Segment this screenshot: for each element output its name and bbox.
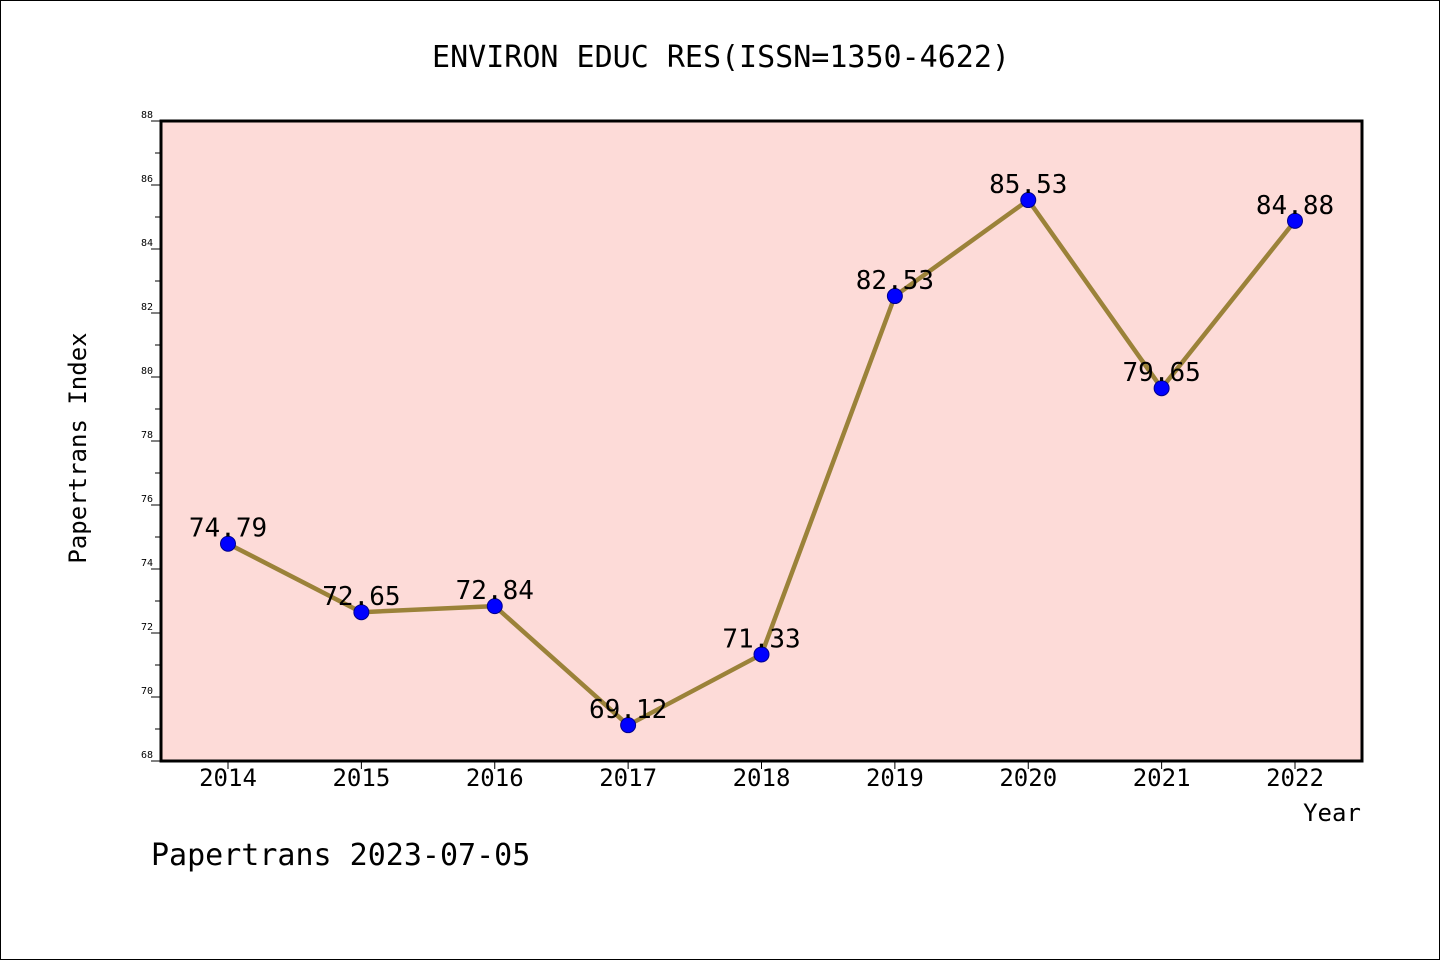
y-axis: 68 70 72 74 76 78 80 82 84 86 88: [141, 110, 161, 762]
y-tick-label: 70: [141, 686, 153, 697]
y-tick-label: 72: [141, 622, 153, 633]
data-point: [220, 535, 236, 552]
x-tick-label: 2021: [1133, 764, 1191, 792]
data-point: [1153, 380, 1170, 397]
y-tick-label: 74: [141, 558, 153, 569]
x-axis-label: Year: [1303, 799, 1361, 827]
y-tick-label: 68: [141, 750, 153, 761]
y-tick-label: 84: [141, 238, 153, 249]
data-label: 84.88: [1256, 191, 1334, 221]
data-point: [353, 604, 370, 621]
x-axis: 2014 2015 2016 2017 2018 2019 2020 2021 2022: [199, 761, 1324, 792]
x-tick-label: 2016: [466, 764, 524, 792]
data-point: [886, 288, 903, 305]
data-label: 82.53: [856, 266, 934, 296]
data-point: [620, 717, 637, 734]
x-tick-label: 2017: [599, 764, 657, 792]
y-tick-label: 88: [141, 110, 153, 121]
x-tick-label: 2020: [999, 764, 1057, 792]
data-label: 72.65: [322, 582, 400, 612]
data-point: [1020, 192, 1037, 209]
data-label: 72.84: [456, 576, 534, 606]
chart-title: ENVIRON EDUC RES(ISSN=1350-4622): [432, 40, 1010, 75]
data-label: 71.33: [722, 624, 800, 654]
y-tick-label: 80: [141, 366, 153, 377]
plot-area: [161, 121, 1362, 761]
data-point: [486, 598, 503, 615]
y-tick-label: 78: [141, 430, 153, 441]
data-label: 79.65: [1122, 358, 1200, 388]
y-tick-label: 76: [141, 494, 153, 505]
y-tick-label: 82: [141, 302, 153, 313]
x-tick-label: 2019: [866, 764, 924, 792]
data-label: 69.12: [589, 695, 667, 725]
x-tick-label: 2022: [1266, 764, 1324, 792]
x-tick-label: 2018: [733, 764, 791, 792]
plot-border: [159, 119, 1364, 763]
footer-text: Papertrans 2023-07-05: [151, 838, 530, 873]
data-point: [753, 646, 770, 663]
data-point: [1287, 212, 1303, 229]
x-tick-label: 2015: [332, 764, 390, 792]
data-label: 74.79: [189, 514, 267, 544]
y-axis-label: Papertrans Index: [64, 332, 92, 563]
data-label: 85.53: [989, 170, 1067, 200]
y-tick-label: 86: [141, 174, 153, 185]
x-tick-label: 2014: [199, 764, 257, 792]
series-group: 74.79 72.65 72.84 69.12 71.33 82.53 85.53 79.65…: [189, 170, 1334, 734]
